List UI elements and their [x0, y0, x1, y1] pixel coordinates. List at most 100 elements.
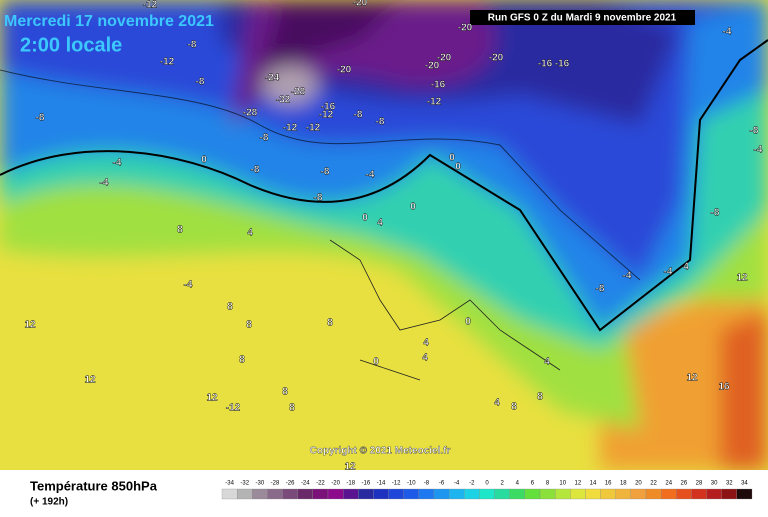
scale-label: 4	[516, 481, 520, 487]
scale-label: 34	[741, 481, 748, 487]
scale-label: -28	[271, 481, 280, 487]
scale-label: 20	[635, 481, 642, 487]
scale-label: 18	[620, 481, 627, 487]
contour-label: -28	[243, 108, 258, 119]
scale-swatch	[464, 488, 480, 500]
scale-label: 10	[559, 481, 566, 487]
contour-label: 12	[736, 273, 748, 284]
contour-label: -8	[321, 167, 330, 178]
scale-swatch	[570, 488, 586, 500]
contour-label: 0	[449, 153, 455, 164]
contour-label: 0	[201, 155, 207, 166]
contour-label: -16	[321, 102, 336, 113]
scale-swatch	[312, 488, 329, 500]
contour-label: -16	[431, 80, 446, 91]
contour-label: -20	[489, 53, 504, 64]
contour-label: -8	[750, 126, 759, 137]
scale-swatch	[509, 488, 526, 500]
scale-swatch	[660, 488, 677, 500]
contour-label: 8	[282, 387, 288, 398]
contour-label: -20	[458, 23, 473, 34]
scale-label: 8	[546, 481, 550, 487]
scale-label: -26	[286, 481, 295, 487]
contour-label: -4	[100, 178, 109, 189]
scale-swatch	[358, 488, 374, 500]
scale-label: 22	[650, 481, 657, 487]
contour-label: -20	[353, 0, 368, 9]
contour-label: -12	[160, 57, 175, 68]
scale-label: -34	[225, 481, 234, 487]
scale-swatch	[585, 488, 601, 500]
scale-label: -18	[346, 481, 355, 487]
contour-label: -16	[555, 59, 570, 70]
contour-label: -24	[265, 73, 280, 84]
contour-label: -12	[306, 123, 321, 134]
contour-label: 0	[455, 162, 461, 173]
contour-label: 12	[344, 462, 356, 473]
copyright: Copyright © 2021 Meteociel.fr	[310, 446, 451, 457]
contour-label: -12	[143, 0, 158, 11]
contour-label: 8	[227, 302, 233, 313]
contour-label: -4	[623, 271, 632, 282]
contour-label: 4	[377, 218, 383, 229]
contour-label: -12	[427, 97, 442, 108]
contour-label: -8	[376, 117, 385, 128]
contour-label: -8	[196, 77, 205, 88]
contour-label: -12	[319, 110, 334, 121]
contour-label: 16	[718, 382, 730, 393]
contour-label: -8	[354, 110, 363, 121]
scale-swatch	[433, 488, 450, 500]
contour-label: -4	[754, 145, 763, 156]
contour-label: -32	[276, 95, 291, 106]
scale-label: 24	[665, 481, 672, 487]
contour-label: -12	[283, 123, 298, 134]
scale-swatch	[524, 488, 541, 500]
contour-label: 8	[177, 225, 183, 236]
contour-label: 8	[327, 318, 333, 329]
contour-label: -4	[664, 267, 673, 278]
contour-label: -16	[538, 59, 553, 70]
contour-label: 8	[239, 355, 245, 366]
scale-swatch	[615, 488, 632, 500]
scale-swatch	[676, 488, 692, 500]
contour-label: -20	[425, 61, 440, 72]
contour-label: 12	[206, 393, 218, 404]
contour-label: 8	[289, 403, 295, 414]
scale-swatch	[388, 488, 404, 500]
scale-swatch	[403, 488, 420, 500]
scale-swatch	[373, 488, 389, 500]
scale-label: -12	[392, 481, 401, 487]
scale-label: 30	[711, 481, 718, 487]
scale-label: -10	[407, 481, 416, 487]
contour-label: 4	[423, 338, 429, 349]
contour-label: -20	[437, 53, 452, 64]
scale-swatch	[267, 488, 283, 500]
contour-label: 0	[410, 202, 416, 213]
contour-label: -20	[337, 65, 352, 76]
scale-label: 0	[485, 481, 489, 487]
scale-swatch	[236, 488, 253, 500]
scale-label: 32	[726, 481, 733, 487]
scale-swatch	[554, 488, 571, 500]
scale-label: 2	[500, 481, 504, 487]
contour-label: 4	[683, 262, 689, 273]
scale-swatch	[691, 488, 707, 500]
scale-swatch	[342, 488, 359, 500]
contour-label: -8	[260, 133, 269, 144]
contour-label: 4	[422, 353, 428, 364]
scale-swatch	[721, 488, 738, 500]
scale-swatch	[221, 488, 238, 500]
contour-label: 12	[84, 375, 96, 386]
contour-label: 0	[465, 317, 471, 328]
color-scale: -34 -32 -30 -28 -26 -24 -22 -20 -18 -16 -14 -12 -10-…	[221, 481, 753, 500]
contour-label: -4	[184, 280, 193, 291]
contour-label: -12	[226, 403, 241, 414]
scale-label: -8	[424, 481, 430, 487]
scale-swatch	[736, 488, 753, 500]
scale-label: -16	[362, 481, 371, 487]
scale-label: -24	[301, 481, 310, 487]
contour-label: -8	[36, 113, 45, 124]
scale-swatch	[600, 488, 616, 500]
contour-label: 4	[544, 357, 550, 368]
